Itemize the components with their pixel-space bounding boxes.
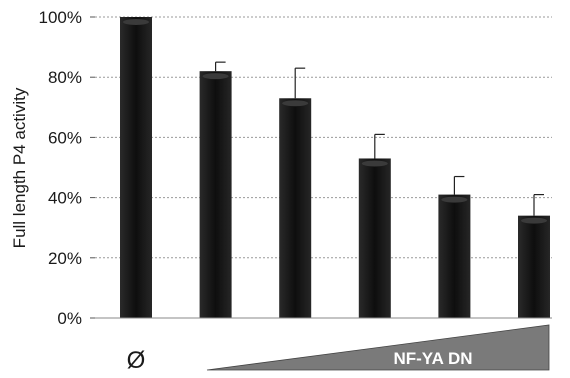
bar-body <box>518 215 550 318</box>
wedge-label: NF-YA DN <box>393 349 472 368</box>
bar-top-highlight <box>202 73 229 80</box>
bar-body <box>358 158 391 318</box>
bar-top-highlight <box>361 160 388 167</box>
error-bar <box>215 61 226 72</box>
bar-body <box>120 17 152 318</box>
gridlines <box>95 16 552 259</box>
error-bar <box>533 193 544 216</box>
bar <box>358 158 391 318</box>
bar-body <box>279 98 312 319</box>
bar-body <box>438 194 471 318</box>
bars <box>120 17 550 319</box>
error-bars <box>215 61 544 216</box>
y-tick-label: 60% <box>48 128 82 147</box>
category-label-control: Ø <box>127 347 146 374</box>
y-tick-label: 20% <box>48 249 82 268</box>
error-bar <box>453 175 465 195</box>
bar-top-highlight <box>123 19 149 25</box>
y-axis-ticks: 0% 20% 40% 60% 80% 100% <box>39 8 95 328</box>
bar <box>199 71 232 319</box>
bar <box>438 194 471 318</box>
bar-top-highlight <box>282 100 309 107</box>
bar <box>279 98 312 319</box>
error-bar <box>294 67 306 99</box>
y-tick-label: 40% <box>48 189 82 208</box>
bar <box>518 215 550 318</box>
dose-gradient-wedge <box>206 324 550 371</box>
y-tick-label: 100% <box>39 8 82 27</box>
bar-top-highlight <box>441 196 468 203</box>
bar-body <box>199 71 232 319</box>
y-axis-title: Full length P4 activity <box>10 87 29 248</box>
bar-top-highlight <box>521 217 547 224</box>
bar <box>120 17 152 318</box>
y-tick-label: 80% <box>48 68 82 87</box>
y-tick-label: 0% <box>57 309 82 328</box>
error-bar <box>374 133 385 159</box>
